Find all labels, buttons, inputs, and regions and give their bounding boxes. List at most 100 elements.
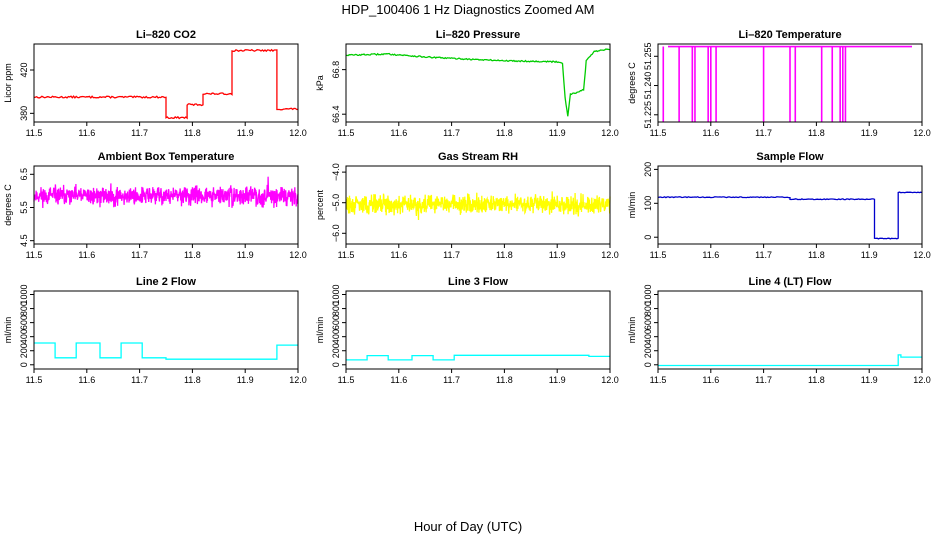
x-tick-label: 11.6: [702, 250, 719, 260]
x-tick-label: 12.0: [289, 375, 307, 385]
y-tick-label: 0: [331, 362, 341, 367]
plot-frame: [345, 43, 611, 123]
y-tick-label: 5.5: [19, 201, 29, 214]
y-tick-label: 1000: [331, 284, 341, 304]
figure-title: HDP_100406 1 Hz Diagnostics Zoomed AM: [342, 2, 595, 17]
y-tick-label: 0: [19, 362, 29, 367]
x-tick-label: 12.0: [601, 128, 619, 138]
x-tick-label: 11.6: [390, 128, 407, 138]
x-tick-label: 11.6: [390, 250, 407, 260]
plot-frame: [345, 165, 611, 245]
x-tick-label: 12.0: [913, 250, 931, 260]
y-axis-label: ml/min: [627, 192, 637, 219]
x-tick-label: 11.5: [650, 250, 667, 260]
y-tick-label: 380: [19, 106, 29, 121]
panel-7: Line 2 Flow ml/min 11.5 11.6 11.7 11.8 11.9 12.…: [3, 276, 307, 385]
x-tick-label: 11.8: [184, 128, 201, 138]
y-tick-label: 66.8: [331, 61, 341, 79]
y-tick-label: 51.240: [643, 72, 653, 100]
y-tick-label: 1000: [643, 284, 653, 304]
plot-frame: [345, 290, 611, 370]
series-line: [345, 191, 611, 221]
panel-title: Gas Stream RH: [438, 151, 518, 163]
y-tick-label: 400: [643, 329, 653, 344]
panel-1: Li–820 CO2 Licor ppm 11.5 11.6 11.7 11.8 11.9 1…: [3, 29, 307, 138]
x-tick-label: 11.8: [808, 375, 825, 385]
y-tick-label: 6.5: [19, 168, 29, 181]
y-tick-label: 600: [643, 315, 653, 330]
y-tick-label: 100: [643, 196, 653, 211]
x-tick-label: 11.8: [808, 250, 825, 260]
series-line: [657, 191, 923, 240]
x-tick-label: 11.5: [338, 250, 355, 260]
y-axis-label: ml/min: [3, 317, 13, 344]
panel-title: Line 4 (LT) Flow: [749, 276, 832, 288]
y-tick-label: 1000: [19, 284, 29, 304]
y-tick-label: 51.225: [643, 101, 653, 129]
plot-frame: [657, 165, 923, 245]
x-tick-label: 12.0: [289, 128, 307, 138]
y-tick-label: 420: [19, 62, 29, 77]
x-tick-label: 11.9: [237, 128, 254, 138]
panel-title: Li–820 CO2: [136, 29, 196, 41]
series-line: [33, 48, 299, 120]
x-tick-label: 11.9: [237, 375, 254, 385]
y-axis-label: degrees C: [3, 184, 13, 226]
y-tick-label: 66.4: [331, 105, 341, 123]
series-line: [34, 342, 298, 360]
panel-9: Line 4 (LT) Flow ml/min 11.5 11.6 11.7 11.8 11…: [627, 276, 931, 385]
y-tick-label: 0: [643, 235, 653, 240]
panel-5: Gas Stream RH percent 11.5 11.6 11.7 11.8 11.9…: [315, 151, 619, 260]
x-tick-label: 11.6: [702, 375, 719, 385]
y-tick-label: −5.0: [331, 194, 341, 212]
y-axis-label: percent: [315, 189, 325, 220]
y-axis-label: ml/min: [627, 317, 637, 344]
plot-frame: [33, 43, 299, 123]
x-tick-label: 12.0: [601, 250, 619, 260]
x-tick-label: 11.6: [702, 128, 719, 138]
x-tick-label: 11.8: [496, 375, 513, 385]
panel-title: Ambient Box Temperature: [98, 151, 235, 163]
y-tick-label: −4.0: [331, 163, 341, 181]
x-tick-label: 11.8: [808, 128, 825, 138]
x-tick-label: 11.5: [26, 128, 43, 138]
x-tick-label: 11.5: [650, 375, 667, 385]
panel-4: Ambient Box Temperature degrees C 11.5 11.6…: [3, 151, 307, 260]
y-tick-label: 4.5: [19, 234, 29, 247]
y-tick-label: 200: [331, 343, 341, 358]
x-tick-label: 11.5: [650, 128, 667, 138]
panel-8: Line 3 Flow ml/min 11.5 11.6 11.7 11.8 11.9 12.…: [315, 276, 619, 385]
y-tick-label: 600: [331, 315, 341, 330]
y-tick-label: 800: [331, 301, 341, 316]
x-tick-label: 11.5: [338, 128, 355, 138]
x-tick-label: 11.7: [131, 128, 148, 138]
plot-frame: [33, 290, 299, 370]
x-tick-label: 11.5: [338, 375, 355, 385]
y-axis-label: degrees C: [627, 62, 637, 104]
y-axis-label: ml/min: [315, 317, 325, 344]
y-tick-label: 51.255: [643, 43, 653, 71]
x-tick-label: 11.9: [549, 128, 566, 138]
panel-6: Sample Flow ml/min 11.5 11.6 11.7 11.8 11.9 12.…: [627, 151, 931, 260]
plot-frame: [657, 290, 923, 370]
x-tick-label: 11.7: [755, 375, 772, 385]
y-tick-label: 200: [643, 162, 653, 177]
x-tick-label: 11.5: [26, 250, 43, 260]
series-line: [346, 354, 610, 361]
x-tick-label: 12.0: [913, 128, 931, 138]
x-tick-label: 11.8: [496, 250, 513, 260]
y-tick-label: 400: [19, 329, 29, 344]
x-tick-label: 12.0: [289, 250, 307, 260]
y-tick-label: 0: [643, 362, 653, 367]
panel-title: Line 2 Flow: [136, 276, 196, 288]
panel-title: Sample Flow: [756, 151, 824, 163]
x-tick-label: 11.7: [443, 375, 460, 385]
x-tick-label: 11.5: [26, 375, 43, 385]
y-tick-label: −6.0: [331, 224, 341, 242]
panel-title: Line 3 Flow: [448, 276, 508, 288]
series-line: [33, 176, 299, 209]
x-tick-label: 11.7: [755, 128, 772, 138]
panel-title: Li–820 Temperature: [738, 29, 841, 41]
y-axis-label: kPa: [315, 75, 325, 91]
